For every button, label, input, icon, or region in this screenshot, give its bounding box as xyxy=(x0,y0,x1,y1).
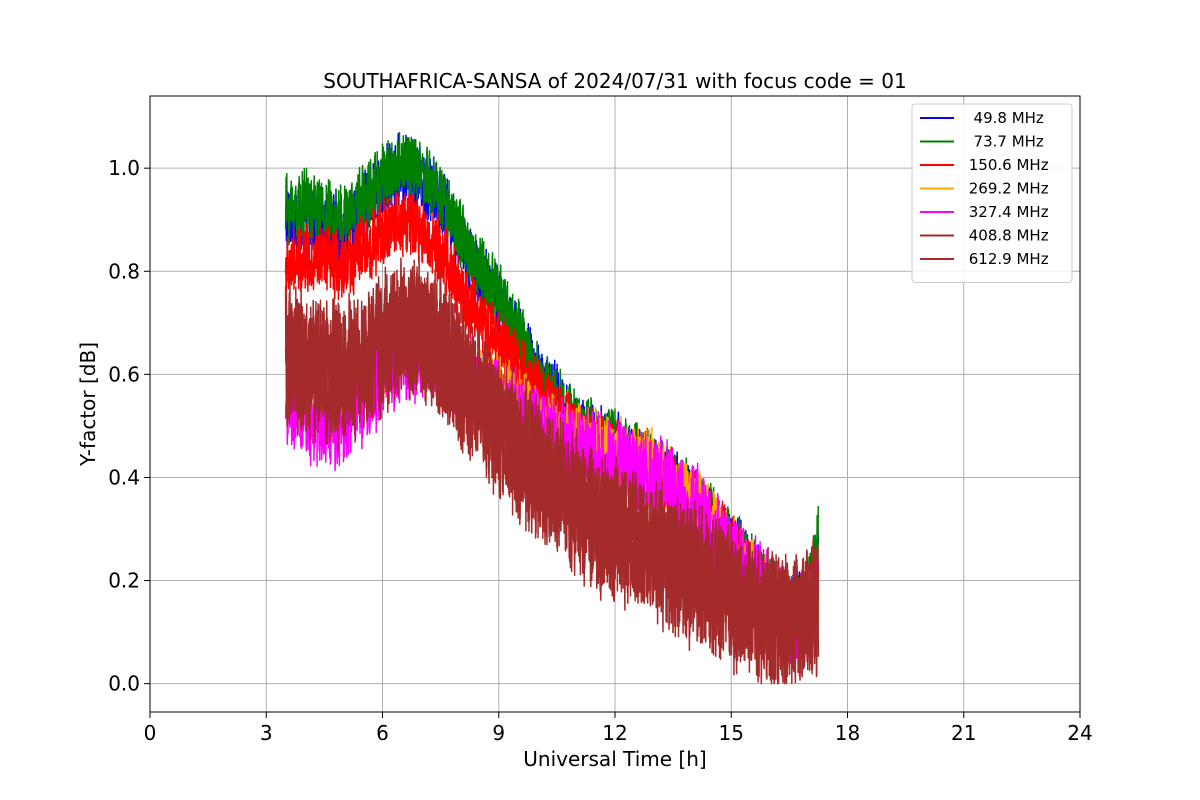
y-tick-label: 0.0 xyxy=(108,672,140,696)
x-tick-label: 21 xyxy=(951,721,976,745)
x-tick-label: 15 xyxy=(719,721,744,745)
legend-label: 612.9 MHz xyxy=(964,250,1049,268)
series-layer xyxy=(284,131,820,685)
y-tick-label: 1.0 xyxy=(108,156,140,180)
x-tick-label: 0 xyxy=(144,721,157,745)
legend-label: 150.6 MHz xyxy=(964,156,1049,174)
x-tick-label: 24 xyxy=(1067,721,1092,745)
y-tick-label: 0.8 xyxy=(108,259,140,283)
x-tick-label: 3 xyxy=(260,721,273,745)
legend-box xyxy=(911,103,1073,283)
series-line xyxy=(284,257,820,685)
legend-label: 269.2 MHz xyxy=(964,180,1049,198)
y-axis-label: Y-factor [dB] xyxy=(76,342,100,467)
x-tick-label: 12 xyxy=(602,721,627,745)
y-tick-label: 0.2 xyxy=(108,569,140,593)
x-axis-label: Universal Time [h] xyxy=(523,747,706,771)
legend-label: 49.8 MHz xyxy=(964,109,1044,127)
y-tick-label: 0.4 xyxy=(108,465,140,489)
x-tick-label: 6 xyxy=(376,721,389,745)
legend: 49.8 MHz 73.7 MHz 150.6 MHz 269.2 MHz 32… xyxy=(911,103,1073,283)
legend-label: 408.8 MHz xyxy=(964,227,1049,245)
chart-title: SOUTHAFRICA-SANSA of 2024/07/31 with foc… xyxy=(323,69,907,93)
x-tick-label: 9 xyxy=(492,721,505,745)
x-tick-label: 18 xyxy=(835,721,860,745)
legend-label: 327.4 MHz xyxy=(964,203,1049,221)
ticks: 0 3 6 9 12 15 18 21 24 0.0 0.2 0.4 0.6 0.8 1.0 xyxy=(108,156,1093,745)
y-tick-label: 0.6 xyxy=(108,362,140,386)
legend-label: 73.7 MHz xyxy=(964,133,1044,151)
